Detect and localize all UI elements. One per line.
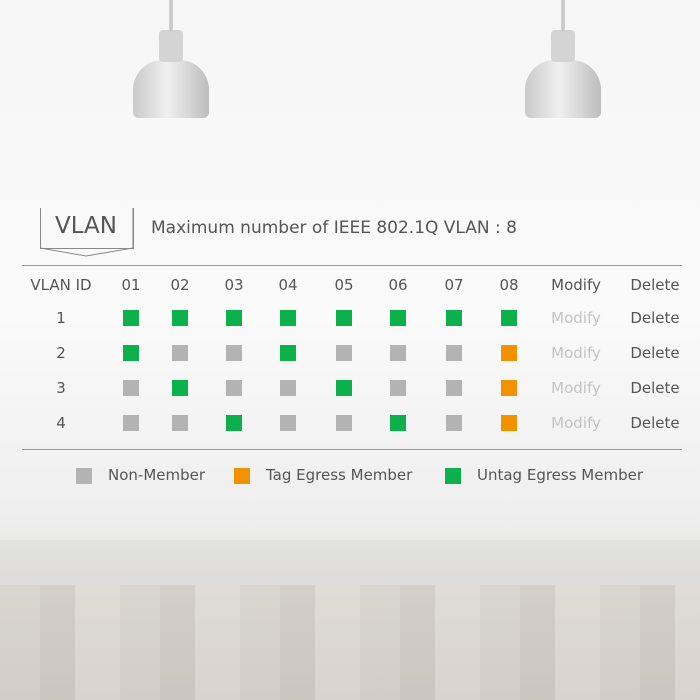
column-header: 02 xyxy=(170,276,190,294)
column-header: 04 xyxy=(278,276,298,294)
port-status-5-U[interactable] xyxy=(336,380,352,396)
port-status-3-U[interactable] xyxy=(226,310,242,326)
column-header: 08 xyxy=(499,276,519,294)
port-status-2-N[interactable] xyxy=(172,345,188,361)
port-status-2-U[interactable] xyxy=(172,380,188,396)
column-header: 06 xyxy=(388,276,408,294)
column-header: 01 xyxy=(121,276,141,294)
modify-link[interactable]: Modify xyxy=(551,379,601,397)
title-tag-frame xyxy=(40,208,134,257)
port-status-7-N[interactable] xyxy=(446,345,462,361)
port-status-7-U[interactable] xyxy=(446,310,462,326)
background-floor xyxy=(0,585,700,700)
background-desk xyxy=(0,540,700,580)
column-header: Delete xyxy=(630,276,680,294)
port-status-8-T[interactable] xyxy=(501,415,517,431)
port-status-7-N[interactable] xyxy=(446,380,462,396)
modify-link[interactable]: Modify xyxy=(551,309,601,327)
port-status-4-N[interactable] xyxy=(280,380,296,396)
vlan-id: 4 xyxy=(56,414,66,432)
delete-link[interactable]: Delete xyxy=(630,379,680,397)
port-status-8-T[interactable] xyxy=(501,345,517,361)
port-status-4-U[interactable] xyxy=(280,345,296,361)
ceiling-lamp-right xyxy=(525,0,601,118)
legend-swatch-untag-egress xyxy=(445,468,461,484)
legend-swatch-tag-egress xyxy=(234,468,250,484)
legend-swatch-non-member xyxy=(76,468,92,484)
column-header: 07 xyxy=(444,276,464,294)
page-subtitle: Maximum number of IEEE 802.1Q VLAN : 8 xyxy=(151,218,517,238)
modify-link[interactable]: Modify xyxy=(551,344,601,362)
port-status-7-N[interactable] xyxy=(446,415,462,431)
ceiling-lamp-left xyxy=(133,0,209,118)
port-status-1-U[interactable] xyxy=(123,310,139,326)
delete-link[interactable]: Delete xyxy=(630,344,680,362)
port-status-1-U[interactable] xyxy=(123,345,139,361)
port-status-6-U[interactable] xyxy=(390,310,406,326)
page-title: VLAN xyxy=(54,213,117,239)
legend-label-untag-egress: Untag Egress Member xyxy=(477,466,644,484)
vlan-id: 3 xyxy=(56,379,66,397)
legend-label-tag-egress: Tag Egress Member xyxy=(266,466,413,484)
column-header: VLAN ID xyxy=(30,276,92,294)
table-top-divider xyxy=(22,265,682,266)
vlan-id: 2 xyxy=(56,344,66,362)
legend: Non-Member Tag Egress Member Untag Egres… xyxy=(0,466,700,486)
port-status-8-U[interactable] xyxy=(501,310,517,326)
port-status-5-N[interactable] xyxy=(336,415,352,431)
port-status-4-U[interactable] xyxy=(280,310,296,326)
delete-link[interactable]: Delete xyxy=(630,414,680,432)
vlan-id: 1 xyxy=(56,309,66,327)
port-status-6-U[interactable] xyxy=(390,415,406,431)
port-status-6-N[interactable] xyxy=(390,380,406,396)
port-status-8-T[interactable] xyxy=(501,380,517,396)
port-status-6-N[interactable] xyxy=(390,345,406,361)
port-status-5-U[interactable] xyxy=(336,310,352,326)
port-status-5-N[interactable] xyxy=(336,345,352,361)
tag-shape-icon xyxy=(40,208,134,257)
modify-link[interactable]: Modify xyxy=(551,414,601,432)
column-header: 03 xyxy=(224,276,244,294)
port-status-2-N[interactable] xyxy=(172,415,188,431)
port-status-3-N[interactable] xyxy=(226,380,242,396)
column-header: 05 xyxy=(334,276,354,294)
port-status-3-N[interactable] xyxy=(226,345,242,361)
legend-label-non-member: Non-Member xyxy=(108,466,206,484)
port-status-1-N[interactable] xyxy=(123,380,139,396)
delete-link[interactable]: Delete xyxy=(630,309,680,327)
port-status-4-N[interactable] xyxy=(280,415,296,431)
port-status-3-U[interactable] xyxy=(226,415,242,431)
port-status-2-U[interactable] xyxy=(172,310,188,326)
table-bottom-divider xyxy=(22,449,682,450)
column-header: Modify xyxy=(551,276,601,294)
port-status-1-N[interactable] xyxy=(123,415,139,431)
